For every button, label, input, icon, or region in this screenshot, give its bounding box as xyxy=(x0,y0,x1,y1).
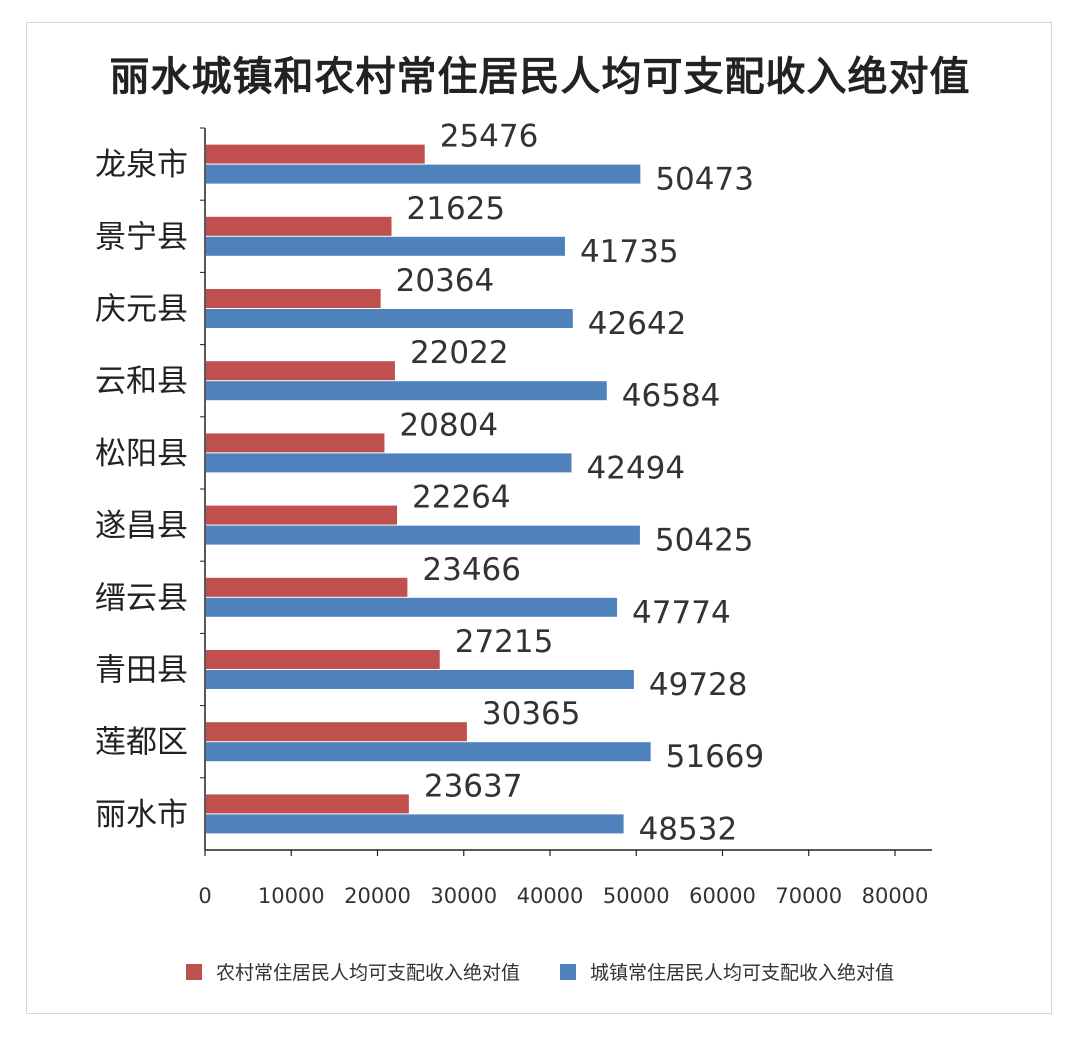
category-label: 庆元县 xyxy=(95,292,188,328)
bar-urban xyxy=(206,236,565,256)
data-label-rural: 27215 xyxy=(455,624,554,660)
chart-frame xyxy=(26,22,1052,1014)
bar-rural xyxy=(206,505,398,525)
bar-rural xyxy=(206,361,395,381)
legend-item-rural: 农村常住居民人均可支配收入绝对值 xyxy=(185,958,520,985)
data-label-urban: 48532 xyxy=(639,811,738,847)
data-label-urban: 49728 xyxy=(649,667,748,703)
category-label: 缙云县 xyxy=(95,580,188,616)
legend-swatch-urban xyxy=(560,963,576,980)
data-label-urban: 50473 xyxy=(655,162,754,198)
bar-urban xyxy=(206,525,640,545)
data-label-rural: 20804 xyxy=(399,407,498,443)
bar-urban xyxy=(206,814,624,834)
data-label-urban: 42642 xyxy=(588,306,687,342)
legend-label-urban: 城镇常住居民人均可支配收入绝对值 xyxy=(590,962,895,984)
category-label: 丽水市 xyxy=(95,797,188,833)
bar-rural xyxy=(206,144,425,164)
data-label-rural: 25476 xyxy=(440,119,539,155)
chart-title: 丽水城镇和农村常住居民人均可支配收入绝对值 xyxy=(109,54,971,100)
data-label-urban: 50425 xyxy=(655,523,754,559)
bar-rural xyxy=(206,722,467,742)
x-tick-label: 70000 xyxy=(775,884,842,908)
bar-rural xyxy=(206,650,440,669)
bar-rural xyxy=(206,289,381,308)
bar-urban xyxy=(206,381,607,401)
category-label: 青田县 xyxy=(95,653,188,689)
data-label-rural: 22264 xyxy=(412,480,511,516)
x-tick-label: 80000 xyxy=(862,884,929,908)
data-label-rural: 23637 xyxy=(424,768,523,804)
category-label: 龙泉市 xyxy=(95,147,188,183)
x-tick-label: 30000 xyxy=(430,884,497,908)
category-label: 莲都区 xyxy=(95,725,188,761)
x-tick-label: 0 xyxy=(198,884,211,908)
bar-urban xyxy=(206,670,634,689)
bar-urban xyxy=(206,309,573,328)
data-label-rural: 30365 xyxy=(482,696,581,732)
data-label-rural: 22022 xyxy=(410,335,509,371)
bar-urban xyxy=(206,597,618,617)
x-tick-label: 20000 xyxy=(344,884,411,908)
data-label-urban: 42494 xyxy=(587,450,686,486)
data-label-urban: 41735 xyxy=(580,234,679,270)
data-label-rural: 23466 xyxy=(422,552,521,588)
bar-rural xyxy=(206,216,392,236)
x-tick-label: 10000 xyxy=(258,884,325,908)
category-label: 云和县 xyxy=(95,364,188,400)
legend-item-urban: 城镇常住居民人均可支配收入绝对值 xyxy=(560,958,894,985)
legend-label-rural: 农村常住居民人均可支配收入绝对值 xyxy=(215,962,520,984)
x-tick-label: 60000 xyxy=(689,884,756,908)
bar-urban xyxy=(206,164,641,184)
x-tick-label: 50000 xyxy=(603,884,670,908)
bar-rural xyxy=(206,794,409,814)
data-label-urban: 51669 xyxy=(666,739,765,775)
category-label: 景宁县 xyxy=(95,219,188,255)
bar-urban xyxy=(206,453,572,473)
bar-rural xyxy=(206,433,385,453)
category-label: 遂昌县 xyxy=(95,508,188,544)
category-label: 松阳县 xyxy=(95,436,188,472)
data-label-rural: 20364 xyxy=(396,263,495,299)
bar-rural xyxy=(206,577,408,597)
x-tick-label: 40000 xyxy=(517,884,584,908)
bar-urban xyxy=(206,742,651,762)
data-label-urban: 47774 xyxy=(632,595,731,631)
data-label-urban: 46584 xyxy=(622,378,721,414)
legend-swatch-rural xyxy=(185,963,202,980)
data-label-rural: 21625 xyxy=(407,191,506,227)
chart-legend: 农村常住居民人均可支配收入绝对值 城镇常住居民人均可支配收入绝对值 xyxy=(0,958,1080,985)
